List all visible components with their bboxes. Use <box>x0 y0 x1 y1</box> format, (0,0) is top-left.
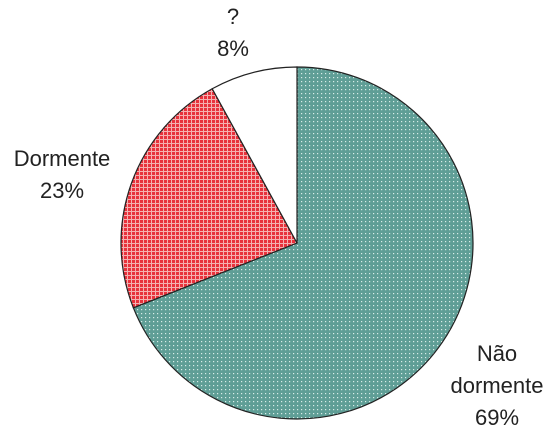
slice-label-line: Não <box>477 341 517 366</box>
slice-label-line: Dormente <box>14 146 111 171</box>
slice-label-line: ? <box>227 4 239 29</box>
pie-slice <box>120 87 298 309</box>
slice-value-label: 69% <box>475 405 519 429</box>
pie-slice <box>211 66 298 244</box>
slice-value-label: 23% <box>40 178 84 203</box>
slice-value-label: 8% <box>217 36 249 61</box>
slice-label-line: dormente <box>451 373 544 398</box>
slice-label: Dormente <box>14 146 111 171</box>
slice-label: Não dormente <box>451 341 544 398</box>
slice-label: ? <box>227 4 239 29</box>
pie-slice <box>132 66 474 420</box>
